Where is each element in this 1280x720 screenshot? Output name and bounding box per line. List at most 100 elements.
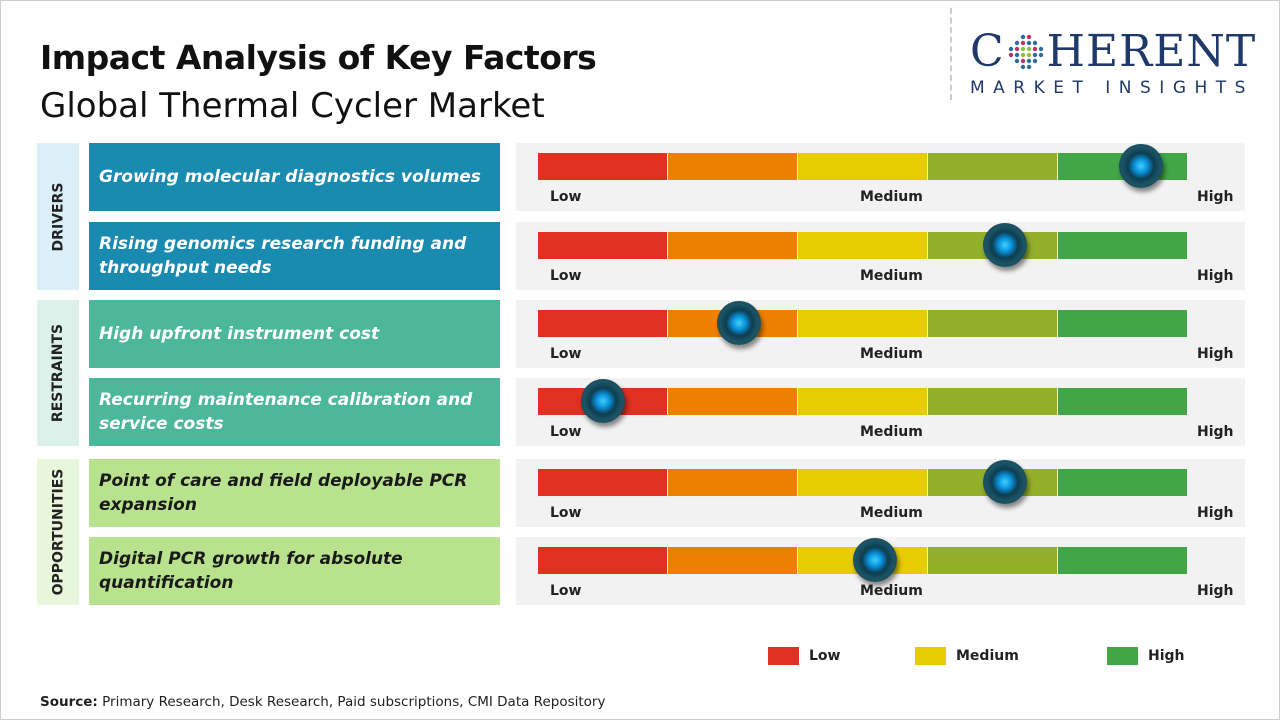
impact-knob [852,538,897,582]
scale-medium: Medium [860,189,923,205]
impact-gauge: Low Medium High [516,300,1245,368]
scale-high: High [1197,583,1234,599]
legend-label: High [1148,648,1185,664]
category-label: OPPORTUNITIES [50,468,67,596]
gauge-segment [798,310,927,337]
logo-dot [1020,40,1025,46]
scale-high: High [1197,268,1234,284]
impact-knob [580,379,625,423]
scale-high: High [1197,346,1234,362]
gauge-segment [798,469,927,496]
factor-label: High upfront instrument cost [89,300,500,368]
logo-dot [1014,40,1019,46]
gauge-segment [798,232,927,259]
impact-knob [716,301,761,345]
gauge-segment [538,469,667,496]
legend-item: Low [768,647,840,665]
scale-low: Low [550,346,582,362]
logo-dot [1014,52,1019,58]
impact-knob [982,223,1027,267]
logo-dot [1014,58,1019,64]
logo-dot [1014,46,1019,52]
scale-high: High [1197,189,1234,205]
logo-dot [1020,52,1025,58]
category-restraints: RESTRAINTS [37,300,79,446]
scale-low: Low [550,424,582,440]
legend-label: Low [809,648,841,664]
factor-label: Recurring maintenance calibration and se… [89,378,500,446]
divider [950,8,952,100]
source-note: Source: Primary Research, Desk Research,… [40,694,605,710]
impact-gauge: Low Medium High [516,459,1245,527]
scale-low: Low [550,505,582,521]
impact-gauge: Low Medium High [516,378,1245,446]
gauge-segment [1058,547,1187,574]
scale-medium: Medium [860,346,923,362]
impact-gauge: Low Medium High [516,222,1245,290]
impact-gauge: Low Medium High [516,537,1245,605]
logo-dot [1020,34,1025,40]
scale-low: Low [550,268,582,284]
logo-dot [1026,46,1031,52]
logo-dot [1008,46,1013,52]
gauge-segment [538,153,667,180]
logo-dot [1026,58,1031,64]
category-opportunities: OPPORTUNITIES [37,459,79,605]
logo-dot [1026,64,1031,70]
logo-dot [1032,58,1037,64]
logo-dot [1020,64,1025,70]
logo-dot [1026,52,1031,58]
globe-dots-icon [1008,34,1043,70]
legend-swatch [1107,647,1138,665]
logo-dot [1032,46,1037,52]
gauge-segment [668,388,797,415]
scale-low: Low [550,583,582,599]
gauge-segment [1058,232,1187,259]
page-subtitle: Global Thermal Cycler Market [40,86,545,126]
scale-medium: Medium [860,583,923,599]
legend-swatch [768,647,799,665]
logo-dot [1032,52,1037,58]
gauge-segment [928,388,1057,415]
logo-dot [1032,40,1037,46]
page-title: Impact Analysis of Key Factors [40,38,597,77]
coherent-logo: C HERENT MARKET INSIGHTS [970,26,1260,99]
gauge-segment [1058,469,1187,496]
logo-dot [1038,46,1043,52]
impact-knob [1118,144,1163,188]
scale-low: Low [550,189,582,205]
legend-label: Medium [956,648,1019,664]
gauge-segment [538,547,667,574]
logo-dot [1038,52,1043,58]
gauge-segment [538,310,667,337]
logo-letter: C [970,26,1005,77]
logo-tagline: MARKET INSIGHTS [970,78,1254,98]
source-text: Primary Research, Desk Research, Paid su… [97,694,606,710]
gauge-segment [668,232,797,259]
gauge-segment [668,547,797,574]
gauge-segment [798,153,927,180]
category-label: RESTRAINTS [50,323,66,423]
category-label: DRIVERS [50,182,66,251]
logo-dot [1020,58,1025,64]
impact-gauge: Low Medium High [516,143,1245,211]
gauge-segment [668,469,797,496]
logo-word: HERENT [1046,26,1257,77]
scale-medium: Medium [860,424,923,440]
gauge-segment [928,153,1057,180]
factor-label: Digital PCR growth for absolute quantifi… [89,537,500,605]
scale-high: High [1197,505,1234,521]
logo-dot [1008,52,1013,58]
gauge-segment [1058,388,1187,415]
factor-label: Rising genomics research funding and thr… [89,222,500,290]
scale-high: High [1197,424,1234,440]
logo-dot [1026,40,1031,46]
category-drivers: DRIVERS [37,143,79,290]
source-prefix: Source: [40,694,98,710]
legend-swatch [915,647,946,665]
gauge-segment [668,153,797,180]
logo-dot [1026,34,1031,40]
gauge-segment [1058,310,1187,337]
impact-knob [982,460,1027,504]
scale-medium: Medium [860,505,923,521]
